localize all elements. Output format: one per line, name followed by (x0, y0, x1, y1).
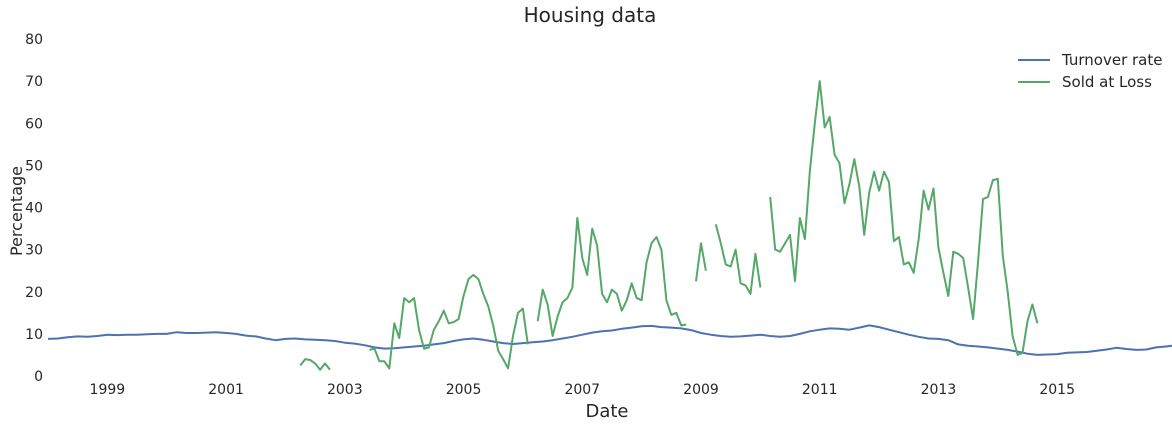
legend: Turnover rate Sold at Loss (1018, 51, 1163, 91)
y-tick-label: 20 (25, 285, 43, 301)
x-tick-label: 2015 (1039, 382, 1075, 398)
x-tick-label: 2001 (208, 382, 244, 398)
x-axis-label: Date (585, 401, 628, 422)
y-tick-label: 60 (25, 116, 43, 132)
y-tick-labels: 0 10 20 30 40 50 60 70 80 (25, 32, 43, 385)
x-tick-label: 2007 (564, 382, 600, 398)
chart-title: Housing data (524, 3, 657, 27)
x-tick-label: 2011 (802, 382, 838, 398)
y-tick-label: 10 (25, 327, 43, 343)
series-line-sold-at-loss (299, 80, 1039, 371)
y-tick-label: 0 (34, 369, 43, 385)
x-tick-labels: 1999 2001 2003 2005 2007 2009 2011 2013 2015 (90, 382, 1075, 398)
legend-label-turnover-rate: Turnover rate (1061, 51, 1163, 69)
x-tick-label: 2003 (327, 382, 363, 398)
y-tick-label: 30 (25, 243, 43, 259)
y-tick-label: 70 (25, 74, 43, 90)
series-lines (47, 80, 1172, 371)
x-tick-label: 2013 (921, 382, 957, 398)
series-line-turnover-rate (47, 324, 1172, 356)
legend-label-sold-at-loss: Sold at Loss (1062, 73, 1152, 91)
y-tick-label: 80 (25, 32, 43, 48)
x-tick-label: 1999 (90, 382, 126, 398)
x-tick-label: 2005 (446, 382, 482, 398)
y-tick-label: 50 (25, 158, 43, 174)
y-tick-label: 40 (25, 201, 43, 217)
x-tick-label: 2009 (683, 382, 719, 398)
y-axis-label: Percentage (7, 166, 26, 256)
